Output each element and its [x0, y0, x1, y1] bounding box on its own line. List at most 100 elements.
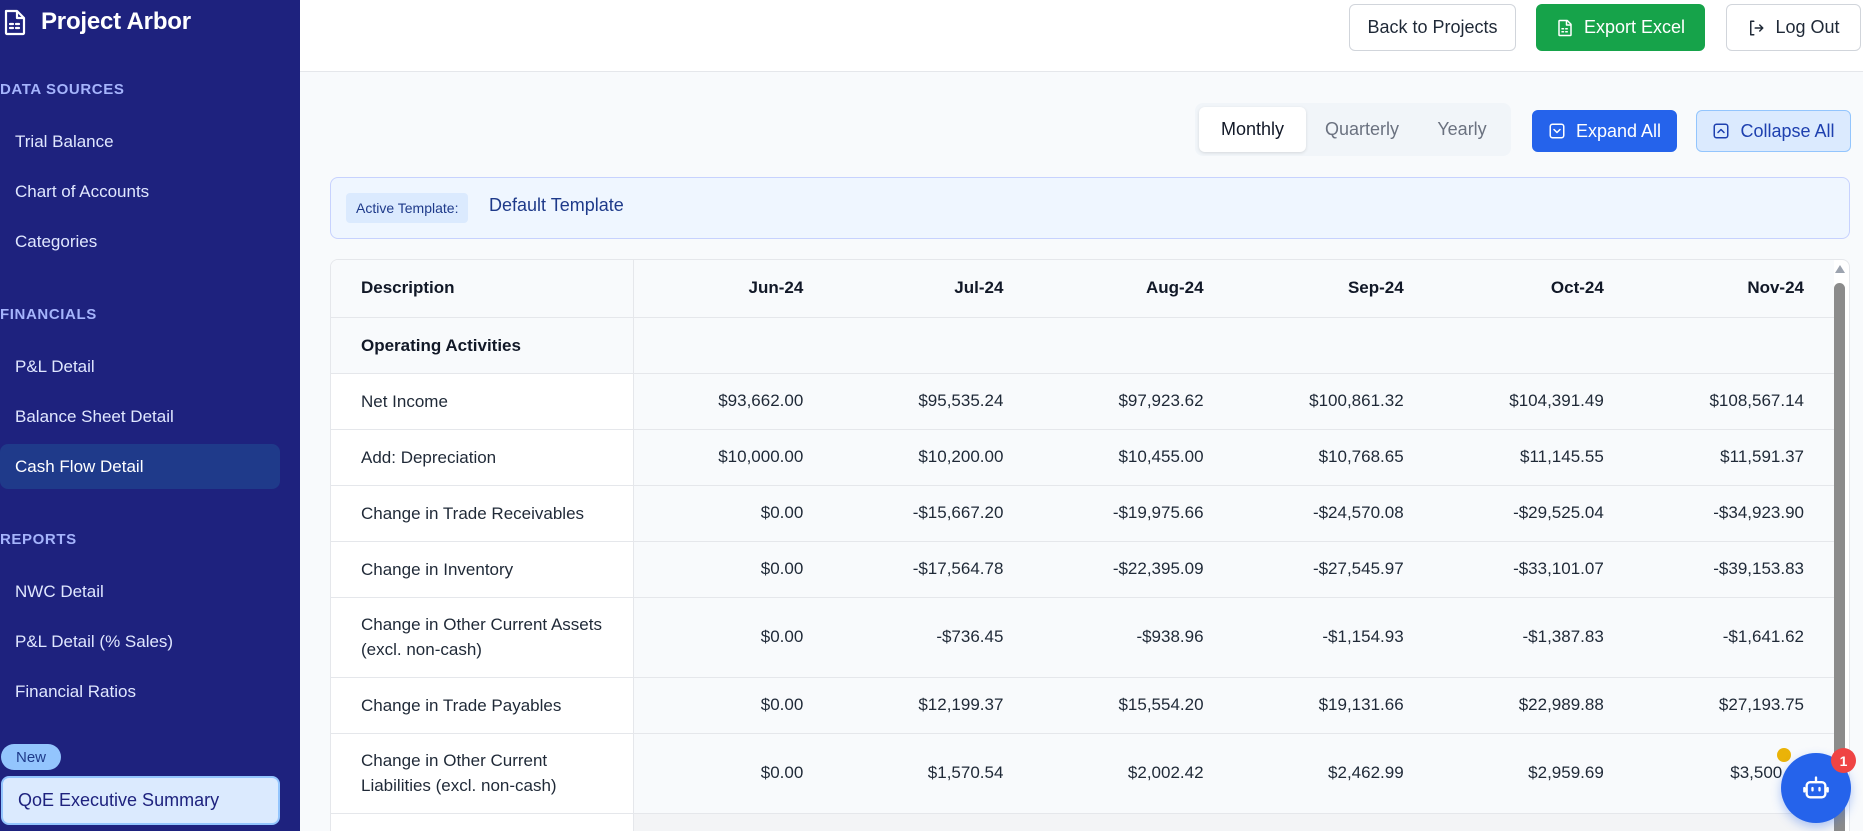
- cell: -$15,667.20: [833, 485, 1034, 542]
- spreadsheet-icon: [1558, 19, 1572, 36]
- row-label: Change in Trade Receivables: [331, 485, 634, 542]
- collapse-all-button[interactable]: Collapse All: [1696, 110, 1851, 152]
- cell: -$1,387.83: [1433, 597, 1634, 678]
- cell: $0.00: [633, 541, 834, 598]
- cell: $11,591.37: [1633, 429, 1834, 486]
- sidebar-item-chart-of-accounts[interactable]: Chart of Accounts: [15, 181, 150, 201]
- cell: $10,455.00: [1033, 429, 1234, 486]
- cell: [633, 317, 834, 374]
- cell: $12,199.37: [833, 677, 1034, 734]
- cell: $2,462.99: [1233, 733, 1434, 814]
- row-label: [331, 813, 634, 831]
- cell: $11,145.55: [1433, 429, 1634, 486]
- cell: [633, 813, 834, 831]
- log-out-icon: [1750, 20, 1764, 35]
- column-header-nov-24: Nov-24: [1633, 260, 1834, 318]
- table-row: Change in Other Current Assets (excl. no…: [331, 597, 1834, 678]
- cell: [833, 813, 1034, 831]
- cell: $2,959.69: [1433, 733, 1634, 814]
- cell: -$22,395.09: [1033, 541, 1234, 598]
- export-excel-label: Export Excel: [1583, 17, 1686, 37]
- document-icon: [4, 9, 26, 36]
- cell: $0.00: [633, 597, 834, 678]
- cell: $2,002.42: [1033, 733, 1234, 814]
- cell: -$24,570.08: [1233, 485, 1434, 542]
- section-label-reports: REPORTS: [0, 531, 77, 548]
- cell: $0.00: [633, 733, 834, 814]
- cell: [1233, 813, 1434, 831]
- cell: $0.00: [633, 677, 834, 734]
- period-toggle: Monthly Quarterly Yearly: [1195, 103, 1511, 156]
- back-to-projects-label: Back to Projects: [1367, 17, 1498, 37]
- robot-icon: [1803, 776, 1829, 799]
- sidebar-item-qoe-executive-summary[interactable]: QoE Executive Summary: [1, 776, 280, 825]
- sidebar-item-categories[interactable]: Categories: [15, 231, 98, 251]
- row-label: Net Income: [331, 373, 634, 430]
- table-row: Change in Trade Payables $0.00 $12,199.3…: [331, 677, 1834, 734]
- cell: -$938.96: [1033, 597, 1234, 678]
- period-monthly[interactable]: Monthly: [1199, 107, 1306, 152]
- notification-badge: 1: [1831, 748, 1856, 773]
- scroll-up-arrow-icon[interactable]: [1835, 265, 1845, 273]
- cell: -$1,641.62: [1633, 597, 1834, 678]
- new-badge: New: [1, 744, 62, 770]
- row-label: Change in Trade Payables: [331, 677, 634, 734]
- cell: $27,193.75: [1633, 677, 1834, 734]
- period-quarterly[interactable]: Quarterly: [1324, 119, 1400, 139]
- sidebar-item-cash-flow-detail[interactable]: Cash Flow Detail: [0, 444, 280, 489]
- sidebar-item-pl-detail-sales[interactable]: P&L Detail (% Sales): [15, 631, 174, 651]
- section-label-data-sources: DATA SOURCES: [0, 81, 125, 98]
- cell: -$33,101.07: [1433, 541, 1634, 598]
- row-label: Change in Other Current Assets (excl. no…: [331, 597, 634, 678]
- row-label: Change in Inventory: [331, 541, 634, 598]
- cash-flow-table-card: Description Jun-24 Jul-24 Aug-24 Sep-24 …: [330, 259, 1850, 831]
- cell: [1633, 813, 1834, 831]
- back-to-projects-button[interactable]: Back to Projects: [1349, 4, 1516, 51]
- cell: $104,391.49: [1433, 373, 1634, 430]
- scrollbar-thumb[interactable]: [1834, 283, 1845, 831]
- cell: $97,923.62: [1033, 373, 1234, 430]
- top-bar: Back to Projects Export Excel Log Out: [300, 0, 1863, 72]
- active-template-card: Active Template: Default Template: [330, 177, 1850, 239]
- cell: [1633, 317, 1834, 374]
- cell: -$736.45: [833, 597, 1034, 678]
- table-row: Net Income $93,662.00 $95,535.24 $97,923…: [331, 373, 1834, 430]
- sidebar-item-financial-ratios[interactable]: Financial Ratios: [15, 681, 136, 701]
- sidebar: Project Arbor DATA SOURCES Trial Balance…: [0, 0, 300, 831]
- table-scrollbar[interactable]: [1834, 265, 1846, 831]
- chevron-up-square-icon: [1713, 123, 1729, 139]
- cell: -$29,525.04: [1433, 485, 1634, 542]
- sidebar-item-nwc-detail[interactable]: NWC Detail: [15, 581, 104, 601]
- column-header-aug-24: Aug-24: [1033, 260, 1234, 318]
- sidebar-item-pl-detail[interactable]: P&L Detail: [15, 356, 95, 376]
- cell: [1033, 813, 1234, 831]
- sidebar-item-trial-balance[interactable]: Trial Balance: [15, 131, 114, 151]
- sidebar-item-balance-sheet-detail[interactable]: Balance Sheet Detail: [15, 406, 174, 426]
- cell: $1,570.54: [833, 733, 1034, 814]
- column-header-jul-24: Jul-24: [833, 260, 1034, 318]
- export-excel-button[interactable]: Export Excel: [1536, 4, 1705, 51]
- active-template-name: Default Template: [489, 195, 624, 215]
- cell: [833, 317, 1034, 374]
- expand-all-label: Expand All: [1575, 120, 1662, 141]
- cell: -$34,923.90: [1633, 485, 1834, 542]
- column-header-sep-24: Sep-24: [1233, 260, 1434, 318]
- section-row-operating-activities[interactable]: Operating Activities: [331, 317, 1834, 374]
- log-out-label: Log Out: [1775, 17, 1840, 37]
- chevron-down-square-icon: [1549, 123, 1565, 139]
- period-yearly[interactable]: Yearly: [1437, 119, 1487, 139]
- row-label: Operating Activities: [331, 317, 634, 374]
- table-row: Change in Inventory $0.00 -$17,564.78 -$…: [331, 541, 1834, 598]
- log-out-button[interactable]: Log Out: [1726, 4, 1861, 51]
- status-dot: [1777, 748, 1791, 762]
- cell: $15,554.20: [1033, 677, 1234, 734]
- cell: [1233, 317, 1434, 374]
- cell: $95,535.24: [833, 373, 1034, 430]
- expand-all-button[interactable]: Expand All: [1532, 110, 1677, 152]
- cell: $10,768.65: [1233, 429, 1434, 486]
- cell: [1033, 317, 1234, 374]
- cell: -$27,545.97: [1233, 541, 1434, 598]
- cell: -$17,564.78: [833, 541, 1034, 598]
- table-row: Add: Depreciation $10,000.00 $10,200.00 …: [331, 429, 1834, 486]
- row-label: Change in Other Current Liabilities (exc…: [331, 733, 634, 814]
